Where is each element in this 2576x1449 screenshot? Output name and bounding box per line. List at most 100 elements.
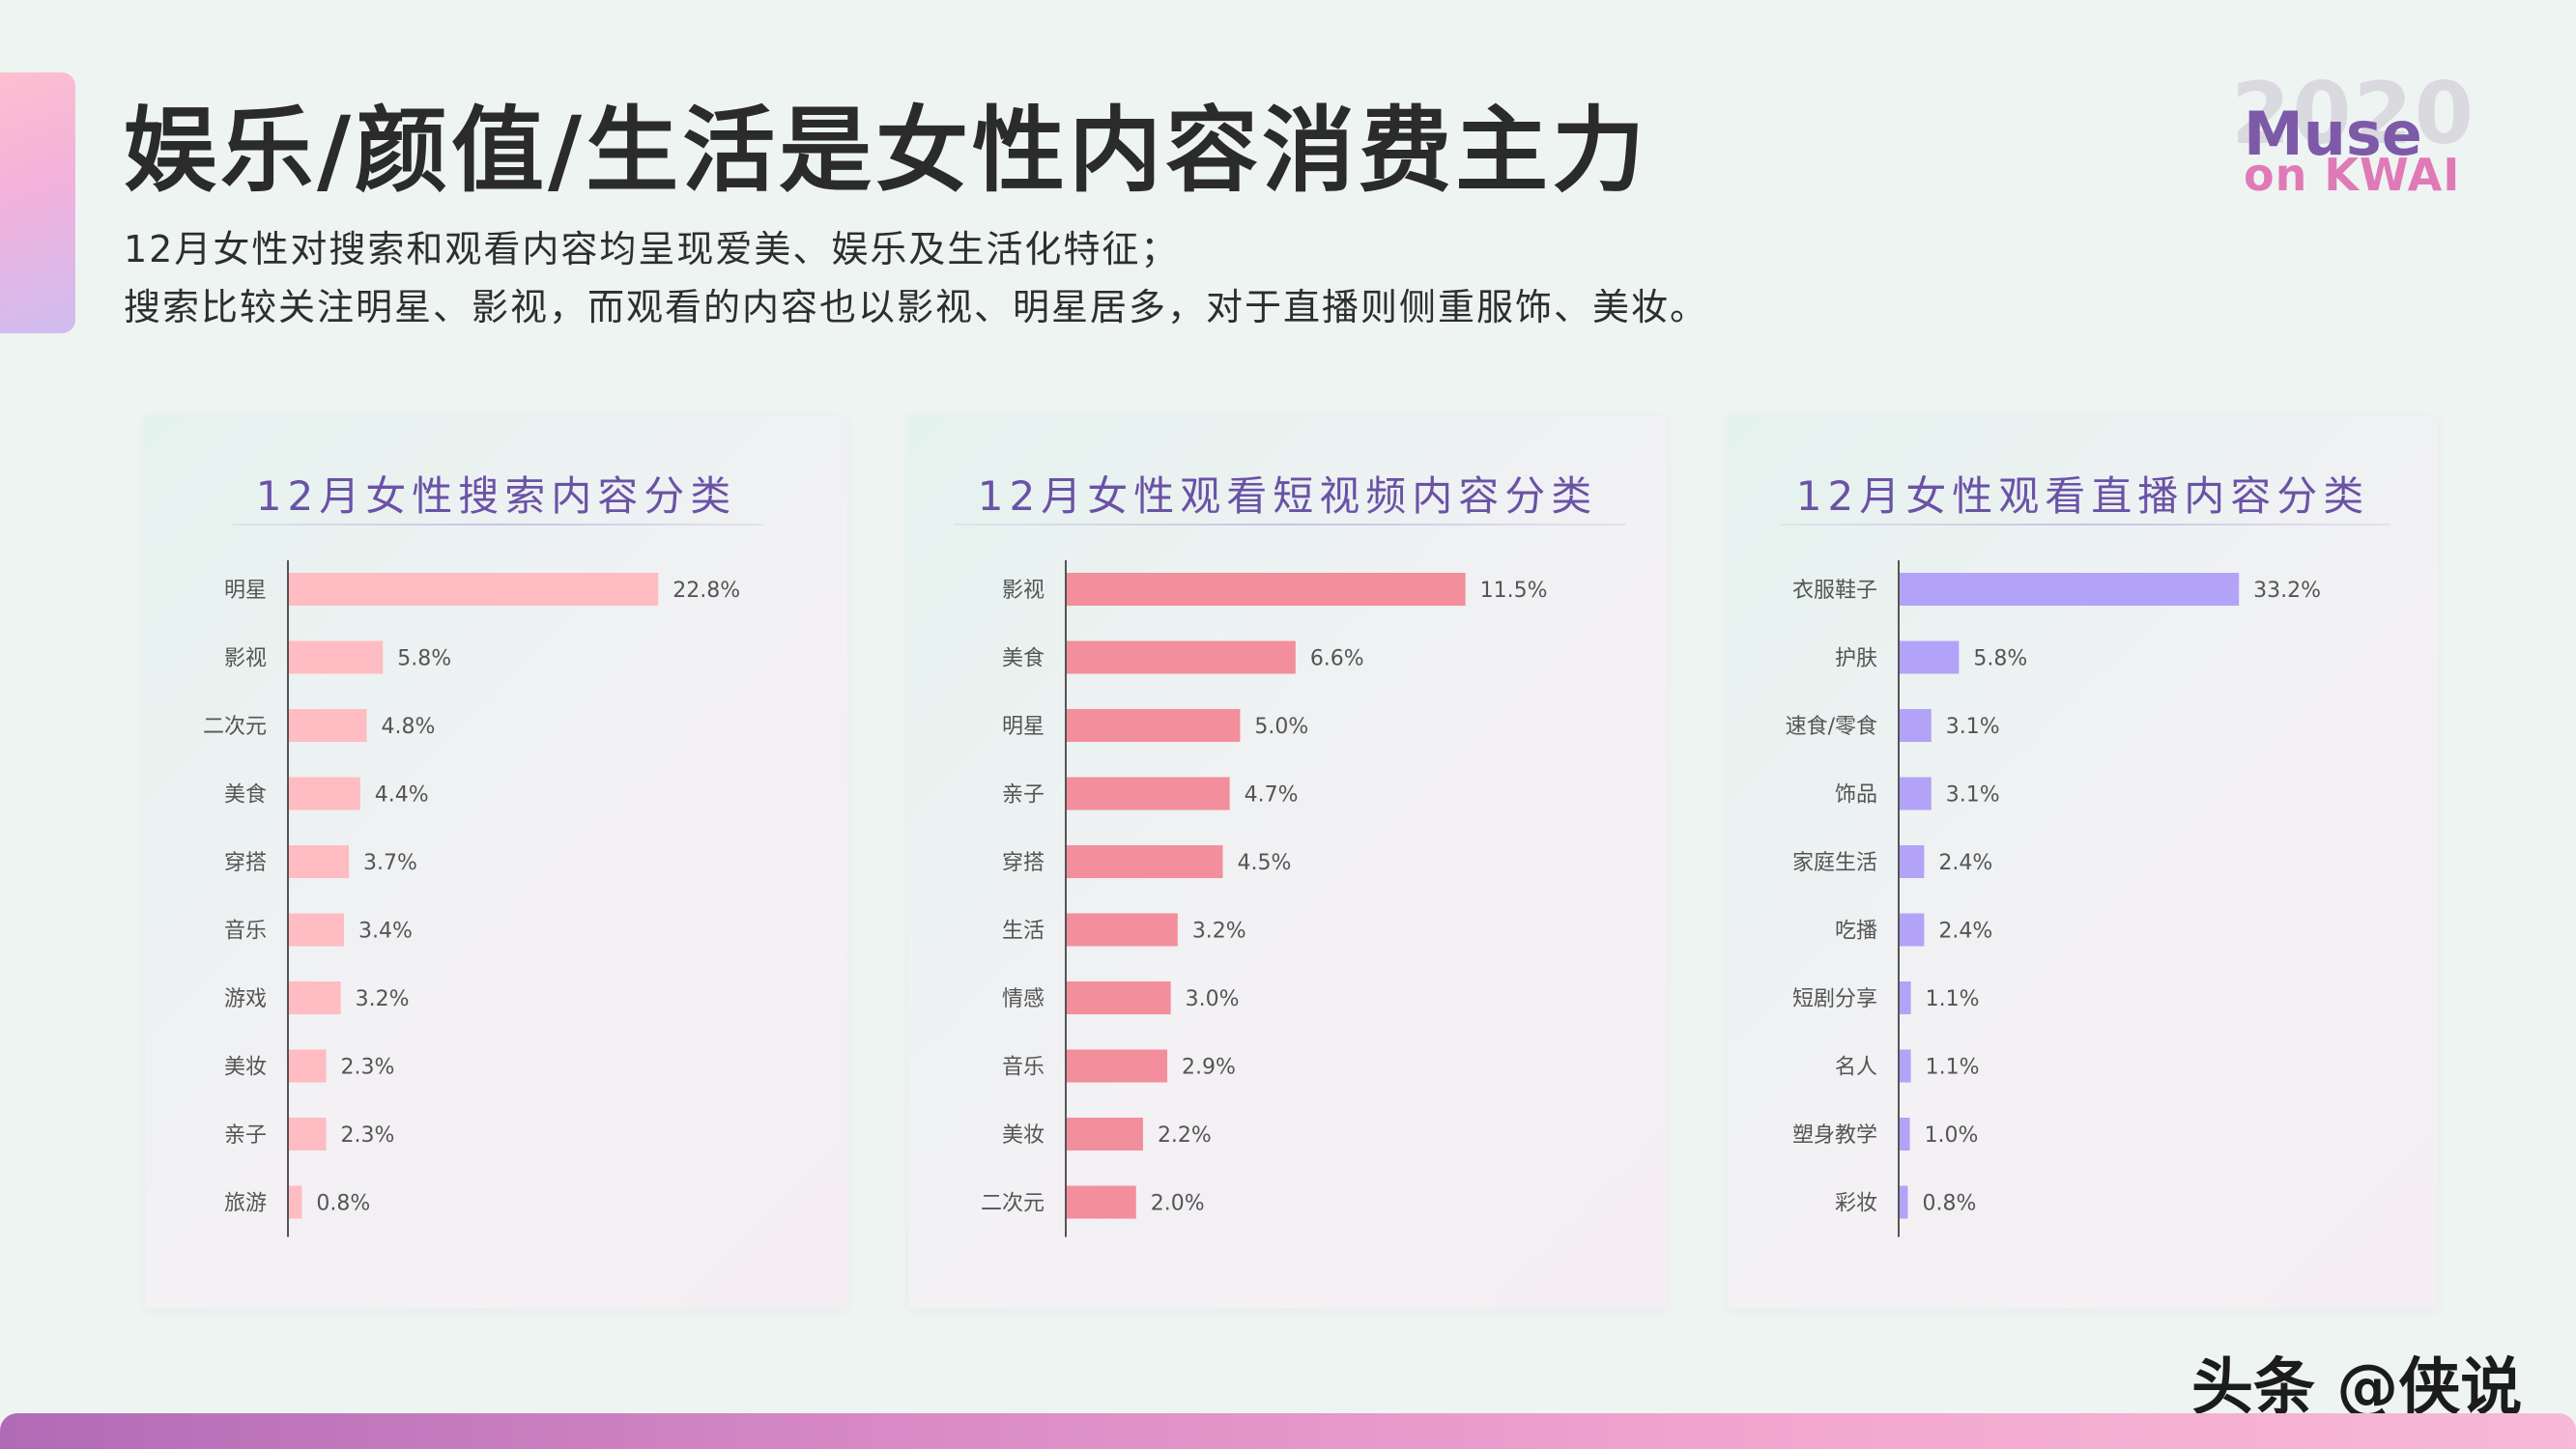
footer-gradient-bar bbox=[0, 1413, 2576, 1449]
category-label: 家庭生活 bbox=[1792, 851, 1877, 875]
subtitle-line-1: 12月女性对搜索和观看内容均呈现爱美、娱乐及生活化特征； bbox=[124, 228, 1180, 270]
bar bbox=[1067, 1118, 1143, 1151]
category-label: 明星 bbox=[224, 579, 267, 603]
subtitle-line-2: 搜索比较关注明星、影视，而观看的内容也以影视、明星居多，对于直播则侧重服饰、美妆… bbox=[124, 286, 1709, 328]
category-label: 穿搭 bbox=[1002, 851, 1045, 875]
category-label: 亲子 bbox=[1002, 783, 1045, 808]
bar bbox=[1900, 640, 1960, 674]
bar bbox=[1900, 1049, 1911, 1083]
value-label: 11.5% bbox=[1480, 579, 1548, 603]
value-label: 0.8% bbox=[316, 1192, 370, 1216]
value-label: 4.4% bbox=[375, 783, 429, 808]
category-label: 塑身教学 bbox=[1792, 1123, 1877, 1148]
bar bbox=[1900, 1185, 1908, 1219]
bar bbox=[1067, 845, 1223, 878]
value-label: 2.3% bbox=[341, 1123, 395, 1148]
page-title: 娱乐/颜值/生活是女性内容消费主力 bbox=[124, 97, 1649, 205]
category-label: 速食/零食 bbox=[1786, 715, 1877, 739]
chart-title: 12月女性观看短视频内容分类 bbox=[977, 472, 1598, 520]
category-label: 穿搭 bbox=[224, 851, 267, 875]
bar bbox=[289, 573, 659, 606]
value-label: 3.0% bbox=[1186, 987, 1240, 1011]
value-label: 3.2% bbox=[1192, 920, 1246, 944]
category-label: 影视 bbox=[1002, 579, 1045, 603]
decorative-accent bbox=[0, 72, 75, 333]
bar bbox=[1067, 1049, 1168, 1083]
category-label: 饰品 bbox=[1835, 783, 1877, 808]
bar bbox=[1900, 1118, 1910, 1151]
value-label: 5.8% bbox=[1973, 647, 2027, 671]
title-divider bbox=[232, 524, 763, 526]
value-label: 5.0% bbox=[1254, 715, 1308, 739]
bar bbox=[1067, 777, 1230, 810]
bar bbox=[1067, 913, 1178, 947]
bar bbox=[289, 1185, 302, 1219]
bar bbox=[289, 981, 341, 1014]
category-label: 亲子 bbox=[224, 1123, 267, 1148]
category-label: 音乐 bbox=[224, 920, 267, 944]
short-video-bar-chart: 影视 11.5% 美食 6.6% 明星 5.0% 亲子 4.7% 穿搭 4.5% 生活 3.2% 情感 3… bbox=[981, 560, 1548, 1237]
value-label: 4.7% bbox=[1245, 783, 1299, 808]
category-label: 二次元 bbox=[981, 1192, 1045, 1216]
value-label: 33.2% bbox=[2253, 579, 2321, 603]
category-label: 旅游 bbox=[224, 1192, 267, 1216]
category-label: 美妆 bbox=[224, 1056, 267, 1080]
bar bbox=[1067, 1185, 1136, 1219]
category-label: 护肤 bbox=[1835, 647, 1877, 671]
value-label: 22.8% bbox=[673, 579, 740, 603]
title-divider bbox=[1781, 524, 2390, 526]
value-label: 3.2% bbox=[356, 987, 410, 1011]
category-label: 情感 bbox=[1002, 987, 1045, 1011]
value-label: 2.2% bbox=[1158, 1123, 1212, 1148]
category-label: 美食 bbox=[224, 783, 267, 808]
category-label: 衣服鞋子 bbox=[1792, 579, 1877, 603]
bar bbox=[289, 1118, 327, 1151]
chart-title: 12月女性观看直播内容分类 bbox=[1795, 472, 2370, 520]
category-label: 影视 bbox=[224, 647, 267, 671]
category-label: 游戏 bbox=[224, 987, 267, 1011]
live-chart-panel: 12月女性观看直播内容分类 衣服鞋子 33.2% 护肤 5.8% 速食/零食 3.1% 饰品… bbox=[1728, 415, 2438, 1309]
category-label: 吃播 bbox=[1835, 920, 1877, 944]
category-label: 二次元 bbox=[203, 715, 267, 739]
bar bbox=[1900, 709, 1932, 742]
category-label: 明星 bbox=[1002, 715, 1045, 739]
watermark: 头条 @侠说 bbox=[2191, 1352, 2523, 1424]
bar bbox=[289, 1049, 327, 1083]
value-label: 1.1% bbox=[1926, 1056, 1980, 1080]
value-label: 1.1% bbox=[1926, 987, 1980, 1011]
short-video-chart-panel: 12月女性观看短视频内容分类 影视 11.5% 美食 6.6% 明星 5.0% 亲子 4.7%… bbox=[908, 415, 1667, 1309]
value-label: 2.9% bbox=[1182, 1056, 1236, 1080]
value-label: 0.8% bbox=[1922, 1192, 1976, 1216]
value-label: 6.6% bbox=[1310, 647, 1364, 671]
bar bbox=[1067, 981, 1171, 1014]
bar bbox=[289, 709, 367, 742]
search-chart-panel: 12月女性搜索内容分类 明星 22.8% 影视 5.8% 二次元 4.8% 美食 4.4% 穿搭… bbox=[145, 415, 847, 1309]
bar bbox=[1900, 913, 1925, 947]
value-label: 5.8% bbox=[397, 647, 451, 671]
bar bbox=[1900, 777, 1932, 810]
category-label: 生活 bbox=[1002, 920, 1045, 944]
bar bbox=[1900, 573, 2240, 606]
value-label: 4.8% bbox=[381, 715, 435, 739]
logo-muse: Muse bbox=[2244, 99, 2422, 169]
category-label: 短剧分享 bbox=[1792, 987, 1877, 1011]
muse-on-kwai-logo: 2020 Muse on KWAI bbox=[2231, 60, 2481, 201]
title-divider bbox=[955, 524, 1626, 526]
value-label: 1.0% bbox=[1925, 1123, 1979, 1148]
value-label: 4.5% bbox=[1237, 851, 1291, 875]
bar bbox=[289, 913, 344, 947]
live-bar-chart: 衣服鞋子 33.2% 护肤 5.8% 速食/零食 3.1% 饰品 3.1% 家庭生活 2.4% 吃播… bbox=[1786, 560, 2321, 1237]
bar bbox=[1067, 640, 1296, 674]
value-label: 2.4% bbox=[1938, 920, 1992, 944]
value-label: 2.3% bbox=[341, 1056, 395, 1080]
bar bbox=[289, 640, 384, 674]
bar bbox=[1900, 981, 1911, 1014]
page-subtitle: 12月女性对搜索和观看内容均呈现爱美、娱乐及生活化特征； 搜索比较关注明星、影视… bbox=[124, 220, 1708, 336]
chart-title: 12月女性搜索内容分类 bbox=[255, 472, 737, 520]
bar bbox=[289, 845, 350, 878]
category-label: 美食 bbox=[1002, 647, 1045, 671]
value-label: 3.1% bbox=[1946, 783, 2000, 808]
logo-on-kwai: on KWAI bbox=[2244, 149, 2461, 201]
category-label: 美妆 bbox=[1002, 1123, 1045, 1148]
bar bbox=[1900, 845, 1925, 878]
